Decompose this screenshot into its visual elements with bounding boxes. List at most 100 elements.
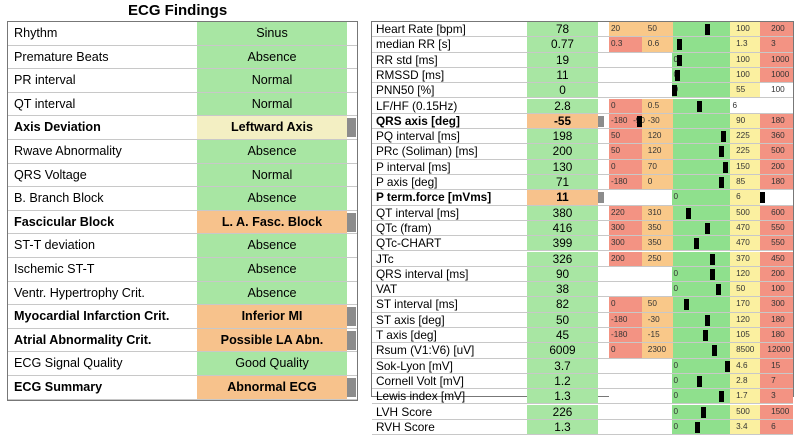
reference-scale: 0 0.5 6 (609, 98, 793, 113)
measurement-row[interactable]: Cornell Volt [mV] 1.2 0 2.8 7 (372, 373, 793, 390)
finding-row[interactable]: Axis Deviation Leftward Axis (8, 116, 357, 140)
measurement-row[interactable]: VAT 38 0 50 100 (372, 282, 793, 298)
scale-segment (609, 129, 643, 144)
finding-row[interactable]: ECG Signal Quality Good Quality (8, 352, 357, 376)
measurement-row[interactable]: QTc (fram) 416 300 350 470 550 (372, 220, 793, 237)
finding-label: QRS Voltage (14, 167, 87, 182)
scale-segment (671, 190, 731, 205)
measurement-row[interactable]: Sok-Lyon [mV] 3.7 0 4.6 15 (372, 358, 793, 374)
measurement-label: Cornell Volt [mV] (376, 373, 464, 388)
scale-tick-label: 250 (647, 253, 662, 263)
scale-tick-label: 105 (736, 330, 750, 339)
measurement-row[interactable]: Heart Rate [bpm] 78 20 50 100 200 (372, 22, 793, 38)
scale-tick-label: 0 (673, 54, 679, 64)
findings-table: Rhythm Sinus Premature Beats Absence PR inte… (7, 21, 358, 401)
measurement-row[interactable]: P axis [deg] 71 -180 0 85 180 (372, 175, 793, 191)
finding-value: Good Quality (197, 352, 347, 375)
finding-row[interactable]: B. Branch Block Absence (8, 187, 357, 211)
measurement-row[interactable]: T axis [deg] 45 -180 -15 105 180 (372, 328, 793, 344)
scale-tick-label: 8500 (736, 345, 755, 355)
scale-segment (673, 113, 731, 129)
measurement-label: P interval [ms] (376, 159, 451, 174)
value-marker (710, 253, 716, 265)
scale-tick-label: 2300 (647, 345, 667, 355)
measurement-value: -55 (527, 113, 598, 129)
measurement-label: RMSSD [ms] (376, 67, 445, 82)
measurement-row[interactable]: Lewis index [mV] 1.3 0 1.7 3 (372, 389, 793, 405)
scale-segment (759, 220, 793, 236)
finding-row[interactable]: Rwave Abnormality Absence (8, 140, 357, 164)
scale-tick-label: 100 (736, 24, 750, 33)
reference-scale: 50 120 225 360 (609, 129, 793, 144)
scale-tick-label: 120 (736, 314, 750, 324)
finding-value: Absence (197, 45, 347, 69)
measurement-row[interactable]: JTc 326 200 250 370 450 (372, 251, 793, 267)
measurement-label: ST interval [ms] (376, 297, 458, 312)
reference-scale: -180 -15 105 180 (609, 328, 793, 343)
measurement-row[interactable]: RMSSD [ms]1101001000 (372, 67, 793, 84)
finding-row[interactable]: QT interval Normal (8, 92, 357, 117)
finding-label: PR interval (14, 73, 76, 88)
measurement-row[interactable]: PQ interval [ms] 198 50 120 225 360 (372, 129, 793, 145)
scale-segment (730, 52, 760, 67)
scale-segment (730, 236, 760, 251)
measurement-value: 50 (527, 312, 598, 327)
finding-value: Normal (197, 92, 347, 116)
measurement-row[interactable]: QTc-CHART 399 300 350 470 550 (372, 236, 793, 252)
status-flag-icon (347, 330, 356, 350)
finding-row[interactable]: Myocardial Infarction Crit. Inferior MI (8, 305, 357, 329)
finding-label: Ischemic ST-T (14, 262, 95, 276)
finding-row[interactable]: PR interval Normal (8, 69, 357, 93)
finding-row[interactable]: QRS Voltage Normal (8, 163, 357, 188)
scale-segment (609, 328, 643, 343)
scale-segment (673, 343, 731, 358)
measurement-value: 78 (527, 22, 598, 37)
measurement-row[interactable]: LF/HF (0.15Hz) 2.8 0 0.5 6 (372, 98, 793, 114)
finding-row[interactable]: Fascicular Block L. A. Fasc. Block (8, 210, 357, 235)
status-flag-icon (347, 212, 356, 232)
scale-segment (671, 266, 731, 282)
reference-scale: 0.3 0.6 1.3 3 (609, 37, 793, 52)
finding-row[interactable]: ECG Summary Abnormal ECG (8, 376, 357, 400)
finding-row[interactable]: Atrial Abnormality Crit. Possible LA Abn. (8, 328, 357, 353)
measurement-row[interactable]: RVH Score 1.3 0 3.4 6 (372, 419, 793, 435)
measurement-row[interactable]: P interval [ms] 130 0 70 150 200 (372, 159, 793, 175)
finding-row[interactable]: Rhythm Sinus (8, 22, 357, 46)
measurement-row[interactable]: ST interval [ms] 82 0 50 170 300 (372, 297, 793, 313)
measurement-value: 200 (527, 144, 598, 159)
measurement-row[interactable]: PNN50 [%]0055100 (372, 83, 793, 99)
measurement-row[interactable]: median RR [s] 0.77 0.3 0.6 1.3 3 (372, 37, 793, 53)
measurement-row[interactable]: QRS interval [ms] 90 0 120 200 (372, 266, 793, 283)
scale-tick-label: 470 (736, 238, 750, 248)
finding-row[interactable]: Ischemic ST-T Absence (8, 258, 357, 282)
finding-row[interactable]: ST-T deviation Absence (8, 234, 357, 258)
reference-scale: -180 0 85 180 (609, 175, 793, 190)
finding-value: Abnormal ECG (197, 376, 347, 399)
measurement-row[interactable]: PRc (Soliman) [ms] 200 50 120 225 500 (372, 144, 793, 160)
scale-segment (609, 358, 672, 373)
scale-segment (730, 129, 760, 144)
measurement-value: 19 (527, 52, 598, 67)
scale-segment (759, 129, 793, 144)
finding-value: Absence (197, 281, 347, 305)
measurement-row[interactable]: Rsum (V1:V6) [uV] 6009 0 2300 8500 12000 (372, 343, 793, 359)
measurements-table: Heart Rate [bpm] 78 20 50 100 200 median RR [s… (371, 21, 794, 435)
measurement-label: PNN50 [%] (376, 83, 435, 98)
scale-tick-label: 85 (736, 177, 746, 186)
measurement-row[interactable]: QT interval [ms] 380 220 310 500 600 (372, 205, 793, 221)
scale-segment (730, 282, 760, 297)
scale-tick-label: -30 (647, 314, 660, 324)
reference-scale: 0 1.7 3 (609, 389, 793, 404)
measurement-label: Sok-Lyon [mV] (376, 358, 453, 373)
measurement-row[interactable]: P term.force [mVms] 11 0 6 (372, 190, 793, 206)
finding-row[interactable]: Ventr. Hypertrophy Crit. Absence (8, 281, 357, 306)
measurement-row[interactable]: ST axis [deg] 50 -180 -30 120 180 (372, 312, 793, 328)
measurement-value: 1.3 (527, 419, 598, 435)
scale-segment (673, 175, 731, 190)
scale-segment (642, 236, 674, 251)
measurement-row[interactable]: RR std [ms] 19 0 100 1000 (372, 52, 793, 68)
finding-row[interactable]: Premature Beats Absence (8, 45, 357, 70)
measurement-label: JTc (376, 251, 394, 266)
value-marker (684, 299, 690, 311)
